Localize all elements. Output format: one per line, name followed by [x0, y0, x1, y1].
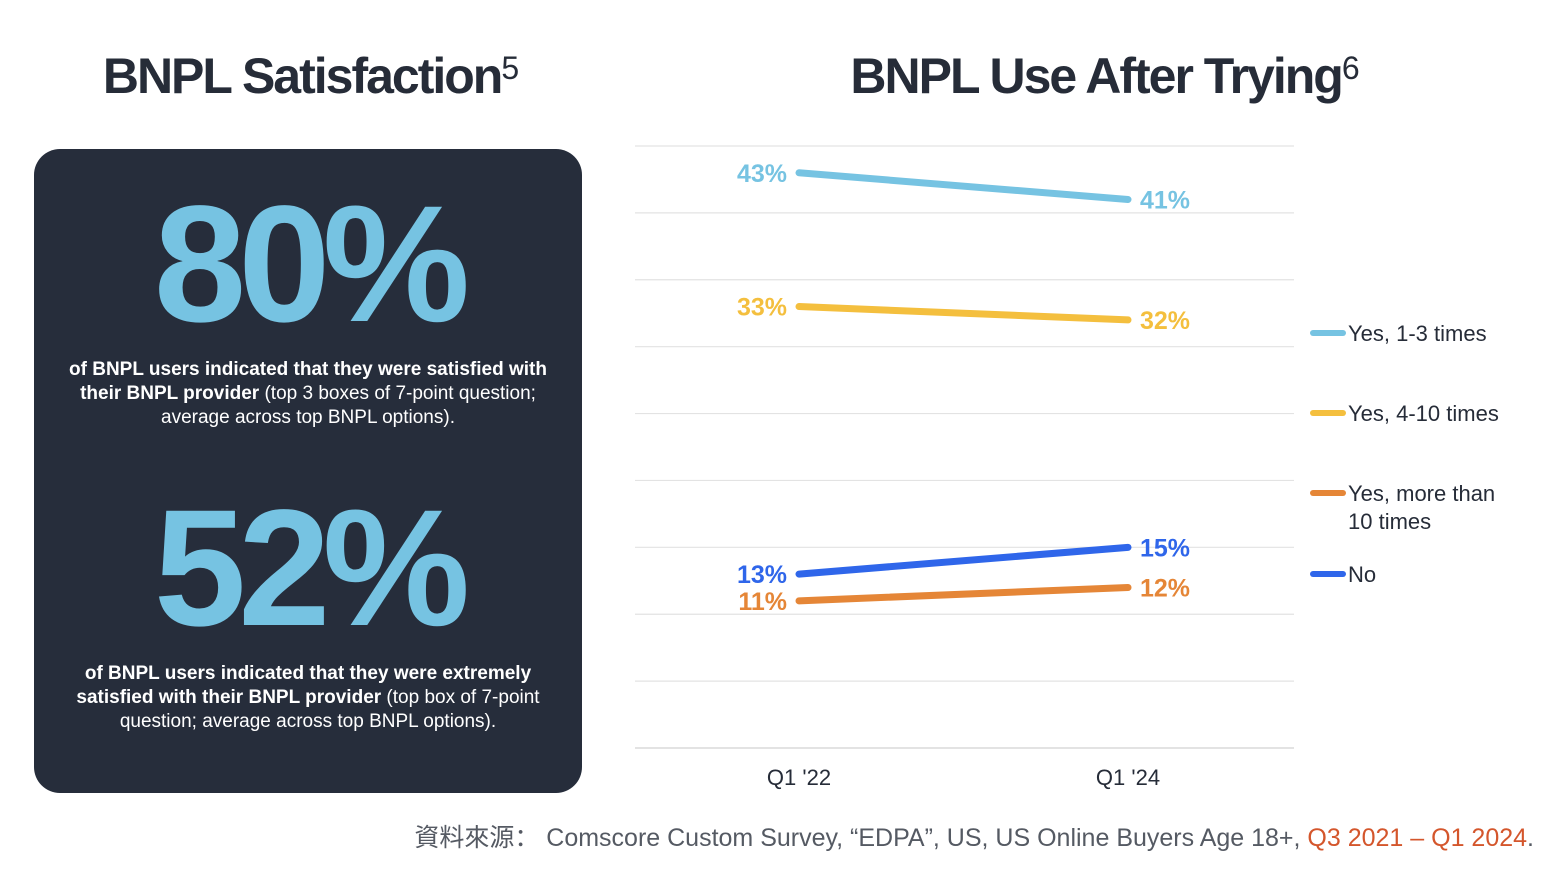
stat-satisfied-value: 80%	[153, 172, 470, 357]
legend-label: Yes, more than 10 times	[1348, 481, 1495, 534]
data-label: 11%	[738, 588, 787, 616]
stat-extremely-satisfied-note: (top box of 7-point question; average ac…	[119, 687, 540, 732]
series-line-yes-4-10-times	[795, 303, 1132, 324]
source-text: 資料來源： Comscore Custom Survey, “EDPA”, US…	[414, 824, 1308, 852]
data-label: 13%	[737, 561, 787, 589]
data-label: 15%	[1140, 534, 1190, 562]
series-line-no	[795, 543, 1132, 578]
stat-satisfied-description: of BNPL users indicated that they were s…	[64, 358, 552, 430]
satisfaction-stat-card: 80% of BNPL users indicated that they we…	[34, 149, 582, 793]
chart-title-text: BNPL Use After Trying	[850, 48, 1343, 104]
series-line-yes-1-3-times	[795, 169, 1132, 204]
stat-extremely-satisfied-description: of BNPL users indicated that they were e…	[64, 662, 552, 734]
source-date-range: Q3 2021 – Q1 2024	[1307, 824, 1528, 852]
left-title-text: BNPL Satisfaction	[102, 48, 503, 104]
legend-label: Yes, 1-3 times	[1348, 321, 1487, 346]
data-label: 32%	[1140, 307, 1190, 335]
data-label: 41%	[1140, 187, 1190, 215]
stat-satisfied-note: (top 3 boxes of 7-point question; averag…	[161, 383, 536, 428]
stat-extremely-satisfied-bold-text: of BNPL users indicated that they were e…	[76, 663, 532, 708]
left-title: BNPL Satisfaction5	[0, 44, 622, 108]
left-title-footnote: 5	[501, 50, 520, 86]
legend-label: Yes, 4-10 times	[1348, 401, 1499, 426]
chart-title: BNPL Use After Trying6	[770, 44, 1440, 108]
data-label: 33%	[737, 294, 787, 322]
data-label: 43%	[737, 160, 787, 188]
chart-title-footnote: 6	[1341, 50, 1360, 86]
data-label: 12%	[1140, 574, 1190, 602]
series-line-yes-more-than-10-times	[795, 583, 1132, 605]
source-citation: 資料來源： Comscore Custom Survey, “EDPA”, US…	[414, 818, 1534, 854]
stat-extremely-satisfied-value: 52%	[153, 476, 470, 661]
stat-satisfied-bold-text: of BNPL users indicated that they were s…	[69, 359, 547, 404]
legend-label: No	[1348, 562, 1376, 587]
source-period: .	[1527, 824, 1534, 852]
x-tick-label: Q1 '22	[767, 765, 831, 790]
x-tick-label: Q1 '24	[1096, 765, 1160, 790]
line-chart: Q1 '22 Q1 '24 43% 41% 33% 32% 11% 12% 13% 15% Yes,…	[635, 145, 1499, 790]
